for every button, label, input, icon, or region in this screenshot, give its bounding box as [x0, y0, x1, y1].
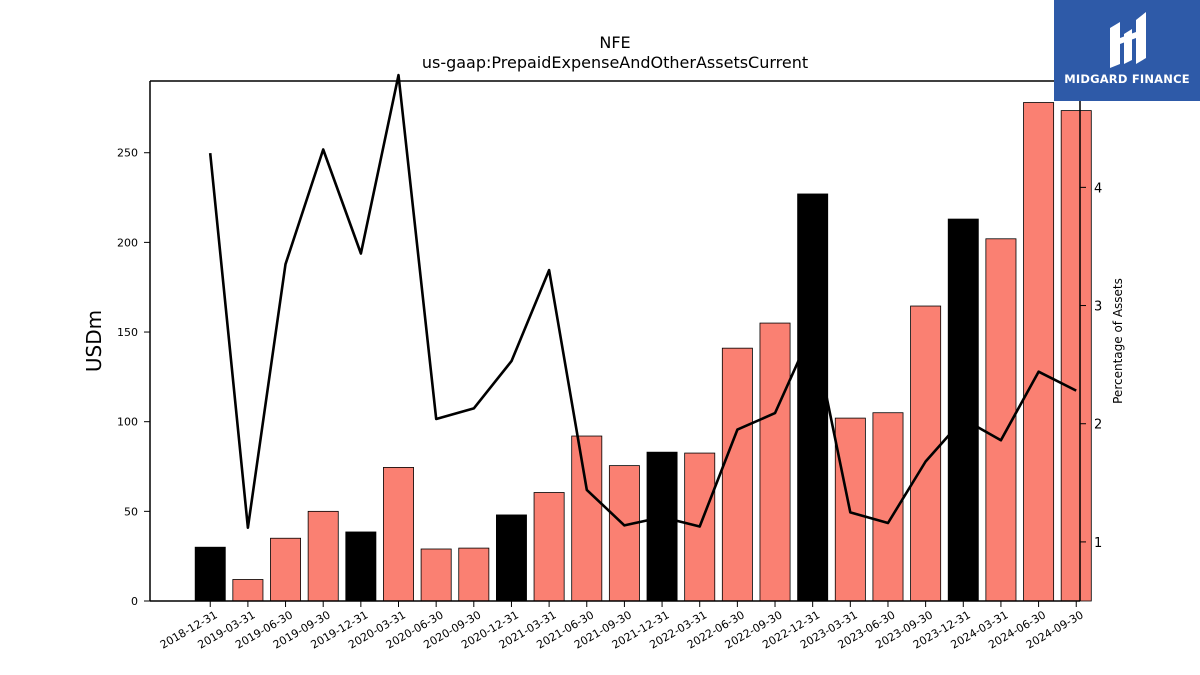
bar-2020-03-31 [383, 467, 414, 602]
logo-text: MIDGARD FINANCE [1064, 72, 1190, 86]
bar-2019-09-30 [307, 510, 339, 602]
bar-2022-06-30 [721, 347, 753, 602]
bars-layer [194, 102, 1092, 602]
bar-2024-09-30 [1060, 110, 1092, 602]
y2-tick-label: 4 [1094, 181, 1102, 196]
bar-2023-12-31 [947, 218, 979, 602]
bar-2022-09-30 [759, 322, 791, 602]
bar-2023-09-30 [910, 305, 942, 602]
y2-tick-label: 3 [1094, 300, 1102, 315]
bar-2021-09-30 [608, 465, 640, 602]
y-axis-label: USDm [82, 310, 106, 372]
y-tick-label: 150 [117, 326, 138, 339]
y2-axis-label: Percentage of Assets [1111, 278, 1125, 404]
bar-2020-09-30 [458, 547, 490, 602]
bar-2022-12-31 [797, 193, 829, 602]
logo-mark-icon [1110, 12, 1146, 68]
bar-2021-06-30 [571, 435, 603, 602]
y-tick-label: 200 [117, 236, 138, 249]
line-layer [208, 73, 1077, 530]
bar-2021-12-31 [646, 451, 678, 602]
bar-2020-06-30 [420, 548, 452, 602]
y-tick-label: 50 [124, 505, 138, 518]
bar-2019-06-30 [270, 537, 302, 602]
brand-logo: MIDGARD FINANCE [1054, 0, 1200, 101]
bar-2019-03-31 [232, 579, 264, 602]
bar-2020-12-31 [495, 514, 527, 602]
bar-2021-03-31 [533, 492, 565, 602]
y-tick-label: 100 [117, 416, 138, 429]
y-tick-label: 250 [117, 147, 138, 160]
bar-2024-06-30 [1023, 102, 1055, 602]
bar-2018-12-31 [194, 546, 226, 602]
percentage-line [208, 73, 1077, 530]
chart-subtitle: us-gaap:PrepaidExpenseAndOtherAssetsCurr… [422, 53, 808, 72]
y2-tick-label: 1 [1094, 536, 1102, 551]
bar-2019-12-31 [345, 531, 377, 602]
chart-title: NFE [599, 33, 630, 52]
y-tick-label: 0 [131, 595, 138, 608]
y2-tick-label: 2 [1094, 418, 1102, 433]
